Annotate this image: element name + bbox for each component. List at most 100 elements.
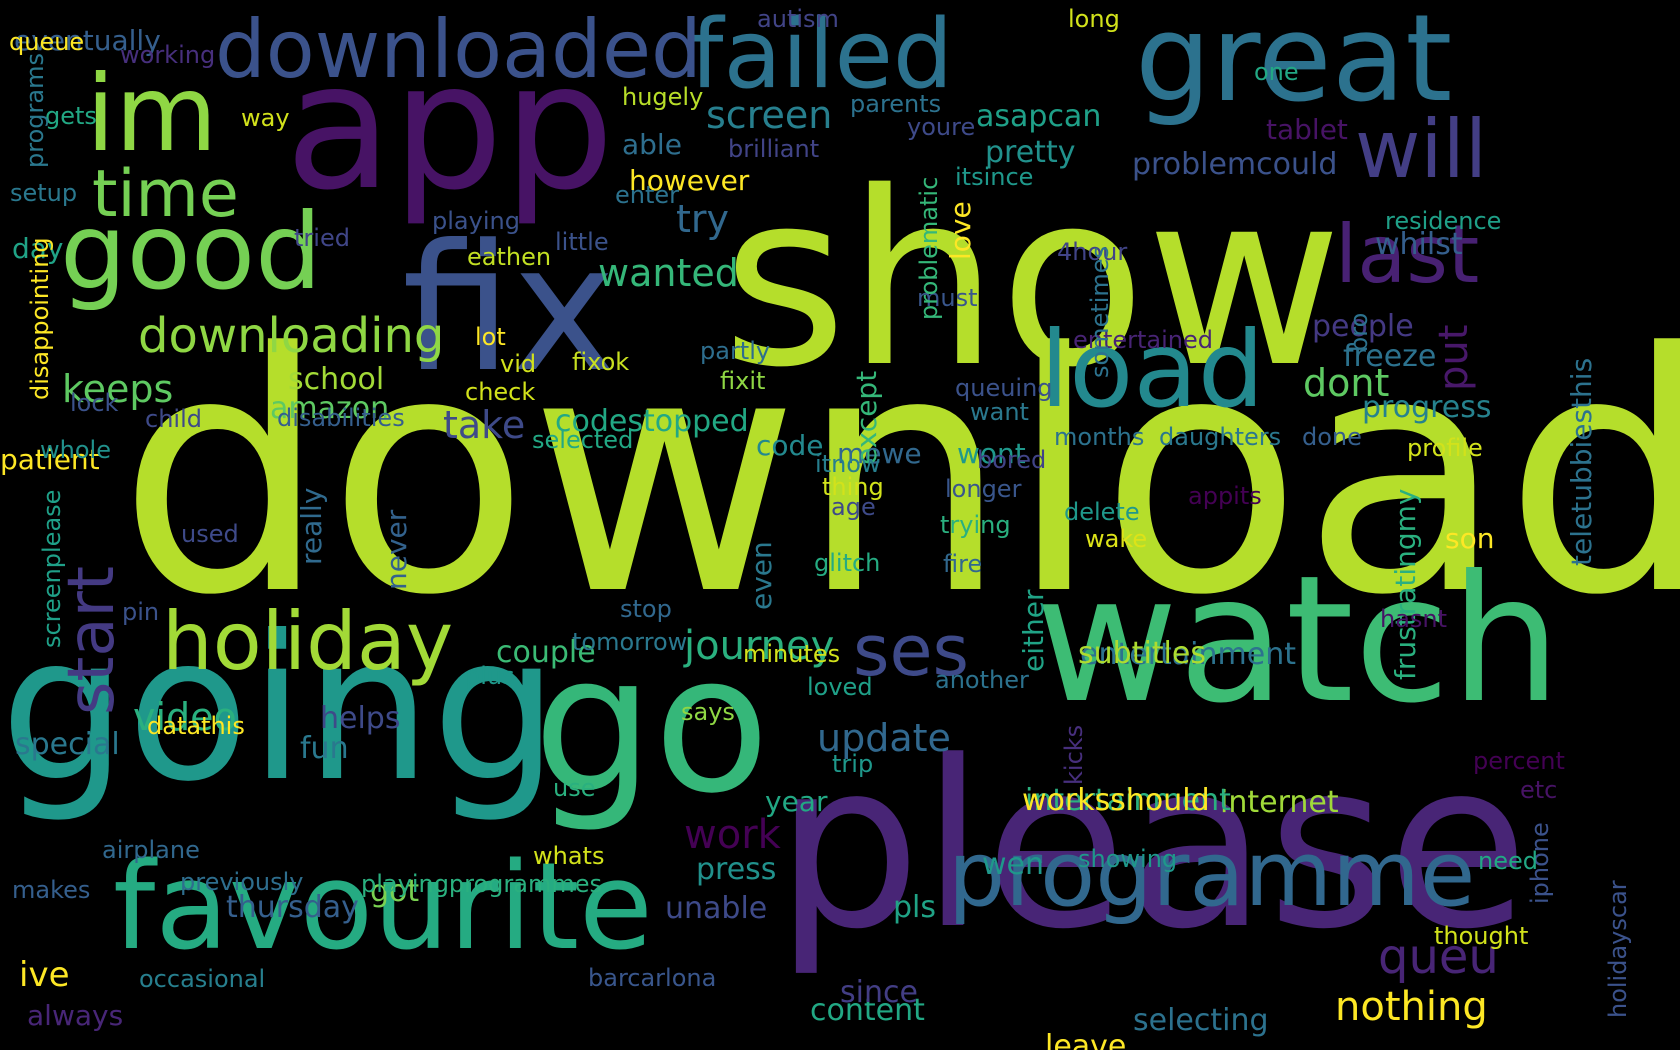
word-profile: profile xyxy=(1407,434,1483,462)
word-use: use xyxy=(553,774,596,802)
word-since: since xyxy=(840,975,918,1010)
word-intertainment: intertainment xyxy=(1025,783,1231,818)
word-check: check xyxy=(465,378,536,406)
word-codestopped: codestopped xyxy=(555,404,749,439)
word-show: show xyxy=(722,140,1343,420)
word-please: please xyxy=(775,713,1529,980)
word-plus: plus xyxy=(465,662,515,690)
word-lock: lock xyxy=(70,389,119,417)
word-whilst: whilst xyxy=(1375,227,1463,262)
word-age: age xyxy=(831,493,876,521)
word-parents: parents xyxy=(850,90,942,118)
word-daughters: daughters xyxy=(1159,423,1282,451)
word-subtitles: subtitles xyxy=(1078,636,1206,671)
word-wont: wont xyxy=(957,437,1026,470)
word-patient: patient xyxy=(0,443,100,476)
word-eventually: eventually xyxy=(14,24,161,57)
word-tried: tried xyxy=(294,224,350,252)
word-favourite: favourite xyxy=(113,838,653,977)
word-going: going xyxy=(0,593,559,826)
word-one: one xyxy=(1254,58,1299,86)
word-really: really xyxy=(295,487,328,565)
word-gets: gets xyxy=(45,102,97,130)
word-bro: bro xyxy=(1345,312,1373,352)
word-etc: etc xyxy=(1520,776,1558,804)
word-says: says xyxy=(681,698,735,726)
word-amazon: amazon xyxy=(270,391,390,426)
word-kicks: kicks xyxy=(1060,724,1088,785)
word-minutes: minutes xyxy=(743,640,841,668)
word-teletubbiesthis: teletubbiesthis xyxy=(1565,357,1598,566)
word-eathen: eathen xyxy=(467,243,552,271)
word-love: love xyxy=(944,201,977,260)
word-fire: fire xyxy=(943,550,983,578)
word-vid: vid xyxy=(500,350,537,378)
word-disabilities: disabilities xyxy=(277,404,405,432)
word-months: months xyxy=(1054,423,1145,451)
word-4hour: 4hour xyxy=(1057,238,1128,266)
word-way: way xyxy=(241,104,290,132)
word-whats: whats xyxy=(533,842,605,870)
word-even: even xyxy=(745,541,778,610)
word-playing: playing xyxy=(432,207,520,235)
word-setup: setup xyxy=(10,179,78,207)
word-will: will xyxy=(1355,103,1488,196)
word-content: content xyxy=(810,993,925,1028)
word-load: load xyxy=(1040,309,1265,431)
word-done: done xyxy=(1302,423,1362,451)
word-journey: journey xyxy=(684,623,835,669)
word-programs: programs xyxy=(21,53,49,168)
word-trying: trying xyxy=(940,511,1011,539)
word-screen: screen xyxy=(706,93,833,137)
word-progress: progress xyxy=(1362,390,1492,425)
word-wake: wake xyxy=(1085,525,1148,553)
word-little: little xyxy=(555,228,609,256)
word-want: want xyxy=(970,398,1029,426)
word-disappointing: disappointing xyxy=(26,237,54,400)
word-thing: thing xyxy=(822,473,884,501)
word-whole: whole xyxy=(40,436,111,464)
word-nothing: nothing xyxy=(1335,984,1488,1030)
word-delete: delete xyxy=(1064,498,1140,526)
word-partly: partly xyxy=(700,337,771,365)
word-update: update xyxy=(817,716,951,760)
word-take: take xyxy=(443,403,526,447)
word-lot: lot xyxy=(475,323,506,351)
word-selected: selected xyxy=(532,426,634,454)
word-dont: dont xyxy=(1303,361,1390,405)
word-entertainment: entertainment xyxy=(1080,637,1296,672)
word-special: special xyxy=(15,727,120,762)
word-frustratingmy: frustratingmy xyxy=(1389,488,1422,680)
word-problemcould: problemcould xyxy=(1132,147,1338,182)
word-go: go xyxy=(533,614,770,835)
word-need: need xyxy=(1478,847,1538,875)
word-queuing: queuing xyxy=(955,374,1053,402)
word-hugely: hugely xyxy=(622,83,704,111)
word-great: great xyxy=(1135,0,1453,129)
word-asapcan: asapcan xyxy=(976,99,1102,134)
word-im: im xyxy=(86,53,218,175)
word-wen: wen xyxy=(982,847,1045,882)
word-freeze: freeze xyxy=(1343,339,1437,374)
word-couple: couple xyxy=(496,635,596,670)
word-keeps: keeps xyxy=(62,367,174,411)
word-queu: queu xyxy=(1378,929,1499,985)
word-got: got xyxy=(370,874,420,909)
word-app: app xyxy=(285,26,615,229)
word-always: always xyxy=(27,999,124,1032)
word-enter: enter xyxy=(615,181,680,209)
word-helps: helps xyxy=(320,701,401,736)
word-child: child xyxy=(145,405,202,433)
word-last: last xyxy=(1335,208,1480,301)
word-barcarlona: barcarlona xyxy=(588,964,717,992)
word-son: son xyxy=(1445,522,1495,555)
word-long: long xyxy=(1068,5,1120,33)
word-selecting: selecting xyxy=(1133,1003,1269,1038)
word-loved: loved xyxy=(807,673,873,701)
word-work: work xyxy=(684,812,781,858)
word-thought: thought xyxy=(1434,922,1529,950)
word-downloaded: downloaded xyxy=(215,3,702,96)
word-fun: fun xyxy=(300,731,349,766)
word-entertained: entertained xyxy=(1073,326,1214,354)
word-leave: leave xyxy=(1045,1029,1127,1050)
